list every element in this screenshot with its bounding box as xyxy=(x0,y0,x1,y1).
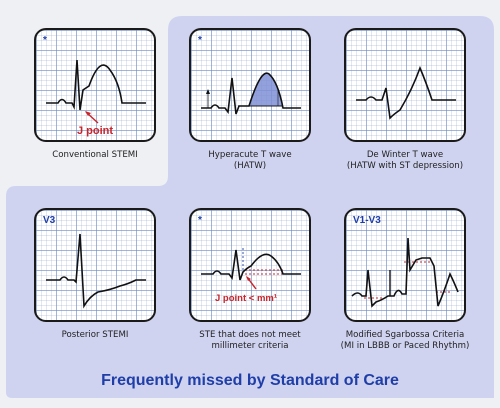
card-ste-not-meeting-criteria: * J point < mm¹ STE that does not meet m… xyxy=(175,208,325,352)
lead-tag: * xyxy=(43,35,47,46)
caption: STE that does not meet millimeter criter… xyxy=(199,330,301,351)
card-hyperacute-t-wave: * Hyperacute T wave (HATW) xyxy=(175,28,325,172)
ecg-card: V3 xyxy=(34,208,156,322)
ecg-trace: J point < mm¹ xyxy=(201,248,301,304)
card-posterior-stemi: V3 Posterior STEMI xyxy=(20,208,170,341)
caption: Hyperacute T wave (HATW) xyxy=(208,150,292,171)
lead-tag: V3 xyxy=(43,215,56,226)
ecg-card: * J point < mm¹ xyxy=(189,208,311,322)
ecg-card: V1-V3 xyxy=(344,208,466,322)
card-conventional-stemi: * J point Conventional STEMI xyxy=(20,28,170,161)
j-point-label: J point < mm¹ xyxy=(215,293,277,304)
footer-title: Frequently missed by Standard of Care xyxy=(101,372,399,389)
ecg-trace xyxy=(201,72,301,115)
lead-tag: V1-V3 xyxy=(353,215,381,226)
card-modified-sgarbossa: V1-V3 Modified Sgarbossa Criteria (MI in… xyxy=(330,208,480,352)
ecg-trace xyxy=(46,233,146,309)
caption: Conventional STEMI xyxy=(52,150,138,160)
caption: De Winter T wave (HATW with ST depressio… xyxy=(346,150,464,171)
ecg-card xyxy=(344,28,466,142)
ecg-trace xyxy=(351,237,459,308)
ecg-card: * J point xyxy=(34,28,156,142)
caption: Posterior STEMI xyxy=(61,330,129,340)
ecg-card: * xyxy=(189,28,311,142)
lead-tag: * xyxy=(198,215,202,226)
ecg-trace: J point xyxy=(46,59,146,137)
caption: Modified Sgarbossa Criteria (MI in LBBB … xyxy=(340,330,470,351)
lead-tag: * xyxy=(198,35,202,46)
card-de-winter-t-wave: De Winter T wave (HATW with ST depressio… xyxy=(330,28,480,172)
ecg-trace xyxy=(356,65,456,120)
j-point-label: J point xyxy=(77,125,113,137)
